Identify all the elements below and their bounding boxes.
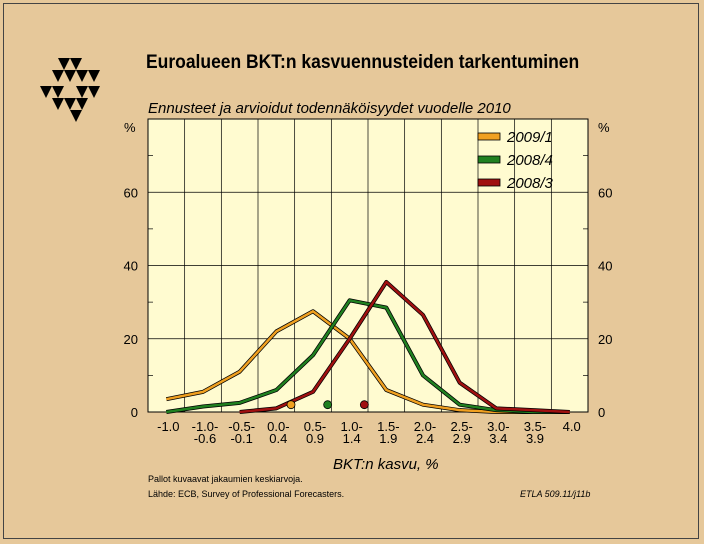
y-tick-label-right: 40: [598, 259, 612, 274]
chart-code: ETLA 509.11/j11b: [520, 489, 591, 499]
legend-swatch: [477, 178, 501, 187]
y-axis-unit-right: %: [598, 120, 610, 135]
x-tick-label: 3.9: [526, 431, 544, 446]
x-tick-label: 1.4: [343, 431, 361, 446]
y-tick-label-left: 60: [124, 185, 138, 200]
x-tick-label: 0.9: [306, 431, 324, 446]
legend-label: 2008/4: [506, 152, 553, 169]
y-tick-label-left: 40: [124, 259, 138, 274]
x-tick-label: -1.0-: [192, 419, 219, 434]
y-tick-label-right: 60: [598, 185, 612, 200]
chart-subtitle: Ennusteet ja arvioidut todennäköisyydet …: [148, 100, 511, 117]
legend-swatch: [477, 155, 501, 164]
legend-label: 2008/3: [506, 175, 554, 192]
x-tick-label: 1.5-: [377, 419, 399, 434]
series-mean-dot: [359, 400, 369, 410]
chart-title: Euroalueen BKT:n kasvuennusteiden tarken…: [146, 52, 580, 73]
y-tick-label-right: 0: [598, 405, 605, 420]
x-tick-label: -0.6: [194, 431, 216, 446]
legend-label: 2009/1: [506, 129, 553, 146]
legend-swatch: [477, 132, 501, 141]
x-tick-label: 2.0-: [414, 419, 436, 434]
y-tick-label-left: 20: [124, 332, 138, 347]
x-axis-label: BKT:n kasvu, %: [333, 456, 439, 473]
x-tick-label: -0.1: [230, 431, 252, 446]
x-tick-label: 2.9: [453, 431, 471, 446]
x-tick-label: 1.0-: [340, 419, 362, 434]
x-tick-label: -1.0: [157, 419, 179, 434]
x-tick-label: 2.4: [416, 431, 434, 446]
x-tick-label: 3.0-: [487, 419, 509, 434]
y-axis-unit-left: %: [124, 120, 136, 135]
x-tick-label: 2.5-: [450, 419, 472, 434]
etla-logo: [40, 58, 100, 122]
x-tick-label: 0.0-: [267, 419, 289, 434]
footnote-source: Lähde: ECB, Survey of Professional Forec…: [148, 489, 345, 499]
x-tick-label: 3.5-: [524, 419, 546, 434]
series-mean-dot: [323, 400, 333, 410]
x-tick-label: 0.4: [269, 431, 287, 446]
x-tick-label: -0.5-: [228, 419, 255, 434]
chart-frame: [3, 3, 699, 539]
series-line: [239, 280, 570, 414]
plot-border: [147, 118, 589, 413]
x-tick-label: 0.5-: [304, 419, 326, 434]
x-tick-label: 3.4: [489, 431, 507, 446]
footnote-means: Pallot kuvaavat jakaumien keskiarvoja.: [148, 474, 303, 484]
x-tick-label: 1.9: [379, 431, 397, 446]
y-tick-label-left: 0: [131, 405, 138, 420]
y-tick-label-right: 20: [598, 332, 612, 347]
x-tick-label: 4.0: [563, 419, 581, 434]
series-mean-dot: [286, 400, 296, 410]
